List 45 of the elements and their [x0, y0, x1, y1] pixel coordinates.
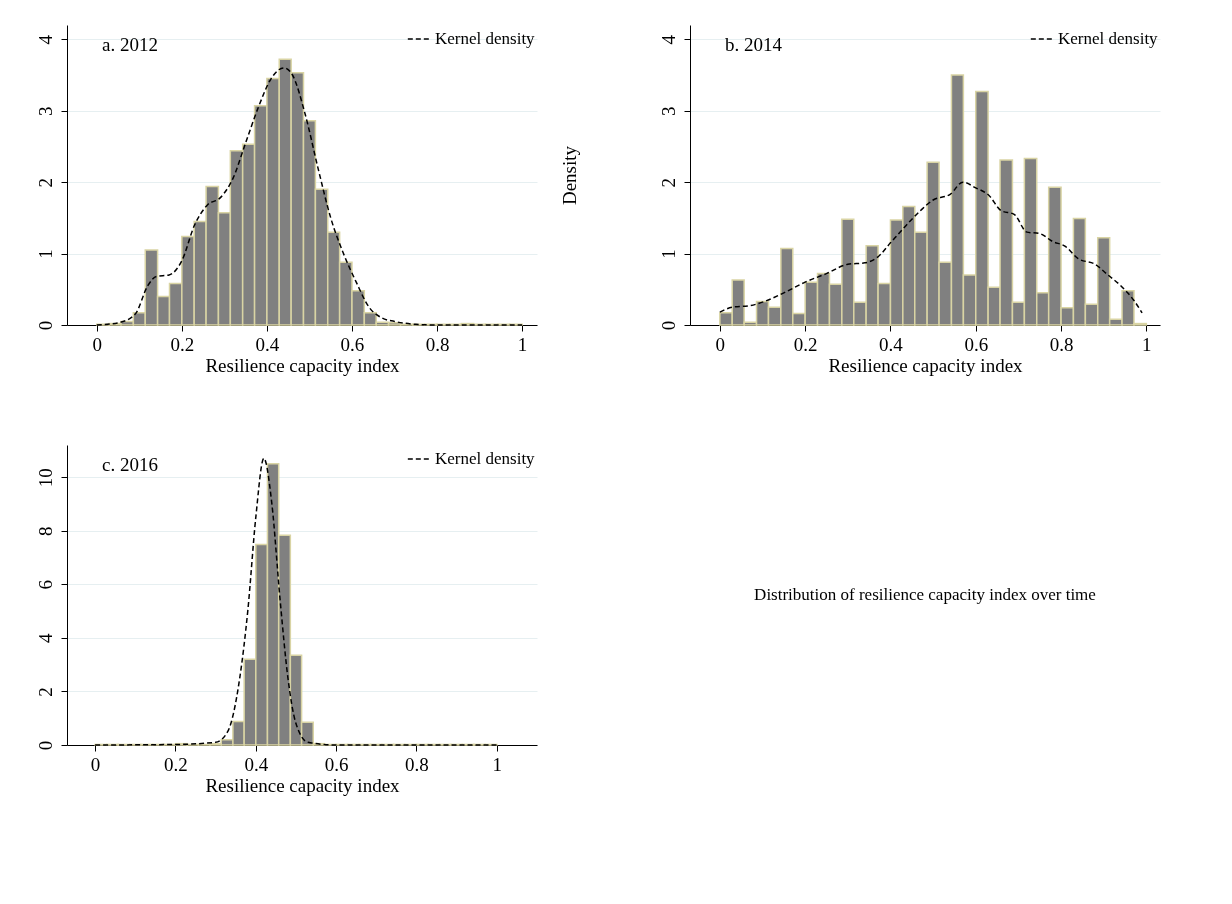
x-tick-label: 0.4 — [255, 333, 280, 355]
y-tick-label: 0 — [657, 320, 679, 331]
y-tick-label: 4 — [34, 34, 56, 45]
x-tick-label: 0.8 — [1049, 333, 1074, 355]
x-tick-label: 0.2 — [793, 333, 818, 355]
y-tick-label: 10 — [34, 468, 56, 488]
legend-label: Kernel density — [435, 29, 536, 48]
x-tick-label: 0.6 — [964, 333, 989, 355]
y-tick-label: 0 — [34, 740, 56, 751]
x-tick-label: 0.2 — [164, 753, 188, 775]
legend-label: Kernel density — [1058, 29, 1159, 48]
x-tick-label: 1 — [517, 333, 528, 355]
x-axis-title: Resilience capacity index — [205, 774, 401, 796]
text: a. 2012 — [102, 34, 158, 55]
x-tick-label: 0 — [715, 333, 726, 355]
y-tick-label: 0 — [34, 320, 56, 331]
x-tick-label: 0.8 — [425, 333, 450, 355]
y-tick-label: 4 — [34, 633, 56, 644]
x-tick-label: 1 — [1142, 333, 1152, 355]
x-axis-title: Resilience capacity index — [828, 354, 1024, 376]
x-tick-label: 0.8 — [405, 753, 429, 775]
text: Distribution of resilience capacity index over time — [754, 585, 1096, 604]
x-tick-label: 0.6 — [324, 753, 349, 775]
x-tick-label: 0 — [90, 753, 101, 775]
y-tick-label: 4 — [657, 34, 679, 45]
x-tick-label: 0.4 — [879, 333, 904, 355]
y-tick-label: 3 — [34, 106, 56, 116]
legend-label: Kernel density — [435, 449, 536, 468]
y-tick-label: 6 — [34, 580, 56, 590]
x-tick-label: 0.6 — [340, 333, 365, 355]
y-tick-label: 3 — [657, 106, 679, 116]
y-tick-label: 1 — [34, 249, 56, 259]
y-tick-label: 2 — [657, 177, 679, 188]
y-tick-label: 2 — [34, 687, 56, 697]
x-tick-label: 0.2 — [170, 333, 195, 355]
x-tick-label: 0.4 — [244, 753, 269, 775]
y-tick-label: 2 — [34, 177, 56, 188]
x-tick-label: 1 — [492, 753, 503, 775]
y-axis-title: Density — [558, 145, 580, 206]
chart-title: c. 2016 — [102, 454, 158, 475]
y-tick-label: 8 — [34, 526, 56, 536]
x-tick-label: 0 — [92, 333, 103, 355]
y-tick-label: 1 — [657, 249, 679, 259]
x-axis-title: Resilience capacity index — [205, 354, 401, 376]
text: b. 2014 — [725, 34, 783, 55]
